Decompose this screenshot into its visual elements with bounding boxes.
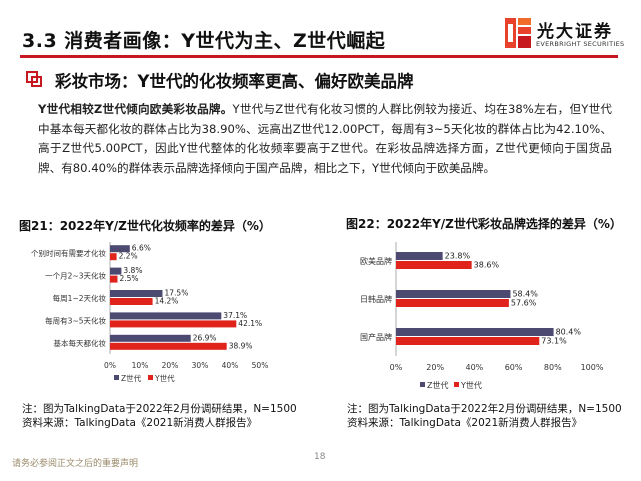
- logo-english-name: EVERBRIGHT SECURITIES: [536, 40, 625, 48]
- fig22-bar-y: [396, 261, 472, 269]
- fig21-tick-label: 50%: [252, 361, 269, 370]
- figure-21-chart: 个别时间有需要才化妆 6.6%2.2% 一个月2~3天化妆 3.8%2.5% 每周1~2…: [31, 242, 269, 383]
- fig21-category-label: 每周有3~5天化妆: [45, 315, 106, 325]
- fig21-legend-label: Z世代: [121, 373, 142, 383]
- everbright-logo-icon: [503, 16, 533, 50]
- fig21-bar-z: [110, 267, 122, 275]
- title-divider: [20, 55, 618, 58]
- fig22-bar-z: [396, 252, 443, 260]
- brand-logo: 光大证券 EVERBRIGHT SECURITIES: [503, 16, 625, 52]
- fig21-value-label: 17.5%: [165, 289, 189, 298]
- fig22-value-label: 38.6%: [474, 261, 500, 270]
- fig21-bar-z: [110, 334, 191, 342]
- fig22-legend-label: Z世代: [427, 380, 448, 390]
- fig22-tick-label: 80%: [544, 363, 562, 372]
- fig21-category-label: 基本每天都化妆: [54, 338, 107, 348]
- fig21-legend-label: Y世代: [154, 373, 175, 383]
- paragraph-body: Y世代与Z世代有化妆习惯的人群比例较为接近、均在38%左右，但Y世代中基本每天都…: [38, 102, 612, 175]
- fig22-bar-y: [396, 337, 540, 345]
- fig22-legend-swatch-z: [420, 382, 425, 387]
- fig22-bar-z: [396, 328, 554, 336]
- fig21-tick-label: 10%: [132, 361, 149, 370]
- fig21-value-label: 2.2%: [119, 252, 138, 261]
- fig21-tick-label: 30%: [192, 361, 209, 370]
- fig22-tick-label: 40%: [466, 363, 484, 372]
- fig21-bar-y: [110, 298, 153, 305]
- fig21-legend-swatch-z: [114, 375, 119, 380]
- fig21-tick-label: 40%: [222, 361, 239, 370]
- fig21-value-label: 2.5%: [120, 274, 139, 283]
- fig21-value-label: 37.1%: [223, 311, 247, 320]
- fig21-tick-label: 20%: [162, 361, 179, 370]
- fig21-bar-z: [110, 245, 130, 253]
- fig22-tick-label: 60%: [505, 363, 523, 372]
- figure-22-title: 图22：2022年Y/Z世代彩妆品牌选择的差异（%）: [346, 217, 622, 231]
- fig22-value-label: 23.8%: [445, 252, 471, 261]
- fig21-bar-y: [110, 253, 117, 261]
- fig21-category-label: 一个月2~3天化妆: [45, 271, 106, 281]
- fig21-value-label: 14.2%: [155, 297, 179, 306]
- fig22-legend-label: Y世代: [460, 380, 482, 390]
- paragraph-lead: Y世代相较Z世代倾向欧美彩妆品牌。: [38, 102, 233, 116]
- fig21-bar-z: [110, 312, 222, 320]
- figure-22-source: 资料来源：TalkingData《2021新消费人群报告》: [347, 417, 583, 429]
- fig21-bar-y: [110, 275, 118, 283]
- fig21-value-label: 26.9%: [193, 333, 217, 342]
- figure-21-note: 注：图为TalkingData于2022年2月份调研结果，N=1500: [22, 403, 297, 415]
- fig21-tick-label: 0%: [104, 361, 116, 370]
- footer-disclaimer: 请务必参阅正文之后的重要声明: [12, 459, 139, 469]
- fig22-tick-label: 0%: [390, 363, 403, 372]
- figure-22-chart: 欧美品牌 23.8%38.6% 日韩品牌 58.4%57.6% 国产品牌 80.4%73.…: [360, 242, 604, 390]
- fig22-tick-label: 20%: [426, 363, 444, 372]
- fig21-category-label: 每周1~2天化妆: [53, 293, 107, 303]
- fig22-value-label: 58.4%: [512, 290, 538, 299]
- fig21-value-label: 38.9%: [229, 341, 253, 350]
- fig22-category-label: 欧美品牌: [360, 256, 392, 266]
- fig22-value-label: 57.6%: [511, 299, 537, 308]
- figure-21-source: 资料来源：TalkingData《2021新消费人群报告》: [22, 417, 258, 429]
- figure-21-notes: 注：图为TalkingData于2022年2月份调研结果，N=1500 资料来源…: [22, 402, 297, 430]
- fig21-category-label: 个别时间有需要才化妆: [31, 248, 106, 258]
- fig22-tick-label: 100%: [581, 363, 604, 372]
- figure-22-notes: 注：图为TalkingData于2022年2月份调研结果，N=1500 资料来源…: [347, 402, 622, 430]
- fig22-legend-swatch-y: [454, 382, 459, 387]
- fig22-value-label: 80.4%: [556, 328, 582, 337]
- logo-chinese-name: 光大证券: [537, 22, 613, 42]
- fig21-value-label: 42.1%: [238, 319, 262, 328]
- fig22-value-label: 73.1%: [541, 337, 567, 346]
- summary-paragraph: Y世代相较Z世代倾向欧美彩妆品牌。Y世代与Z世代有化妆习惯的人群比例较为接近、均…: [38, 100, 612, 178]
- fig21-bar-y: [110, 342, 227, 350]
- fig21-value-label: 3.8%: [123, 266, 142, 275]
- section-square-icon: [26, 71, 42, 87]
- fig22-category-label: 国产品牌: [360, 332, 392, 342]
- fig21-value-label: 6.6%: [132, 244, 151, 253]
- figure-21-title: 图21：2022年Y/Z世代化妆频率的差异（%）: [19, 219, 271, 233]
- fig21-legend-swatch-y: [148, 375, 153, 380]
- fig22-bar-y: [396, 299, 509, 307]
- fig21-bar-z: [110, 290, 163, 297]
- page-title: 3.3 消费者画像：Y世代为主、Z世代崛起: [22, 30, 386, 52]
- fig22-bar-z: [396, 290, 511, 298]
- figure-22-note: 注：图为TalkingData于2022年2月份调研结果，N=1500: [347, 403, 622, 415]
- section-title: 彩妆市场：Y世代的化妆频率更高、偏好欧美品牌: [55, 72, 414, 91]
- fig22-category-label: 日韩品牌: [360, 294, 392, 304]
- fig21-bar-y: [110, 320, 237, 328]
- page-number: 18: [314, 452, 326, 462]
